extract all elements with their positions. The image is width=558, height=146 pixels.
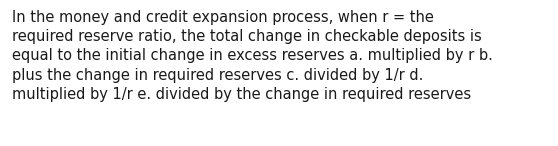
Text: In the money and credit expansion process, when r = the
required reserve ratio, : In the money and credit expansion proces… (12, 10, 493, 102)
